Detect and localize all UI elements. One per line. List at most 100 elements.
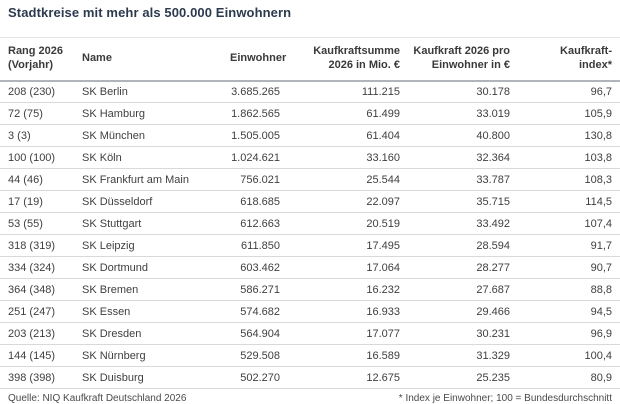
table-row: 203 (213) SK Dresden 564.904 17.077 30.231 96… bbox=[0, 322, 620, 346]
cell-name: SK Dresden bbox=[78, 322, 226, 346]
cell-kaufkraftsumme: 22.097 bbox=[284, 190, 404, 214]
table-footer: Quelle: NIQ Kaufkraft Deutschland 2026 *… bbox=[0, 389, 620, 404]
cell-kaufkraft-pro-einwohner: 25.235 bbox=[404, 366, 514, 390]
cell-kaufkraftindex: 88,8 bbox=[514, 278, 620, 302]
table-row: 318 (319) SK Leipzig 611.850 17.495 28.594 91… bbox=[0, 234, 620, 258]
cell-kaufkraft-pro-einwohner: 28.277 bbox=[404, 256, 514, 280]
cell-name: SK Hamburg bbox=[78, 102, 226, 126]
cell-einwohner: 586.271 bbox=[226, 278, 284, 302]
column-header-index: Kaufkraft- index* bbox=[514, 36, 620, 82]
cell-rang: 144 (145) bbox=[0, 344, 78, 368]
cell-kaufkraftindex: 108,3 bbox=[514, 168, 620, 192]
table-header: Rang 2026 (Vorjahr) Name Einwohner Kaufk… bbox=[0, 36, 620, 82]
cell-kaufkraft-pro-einwohner: 33.019 bbox=[404, 102, 514, 126]
column-header-einwohner: Einwohner bbox=[226, 36, 286, 82]
cell-kaufkraftindex: 103,8 bbox=[514, 146, 620, 170]
cell-rang: 100 (100) bbox=[0, 146, 78, 170]
cell-kaufkraftindex: 114,5 bbox=[514, 190, 620, 214]
cell-einwohner: 612.663 bbox=[226, 212, 284, 236]
cell-kaufkraftindex: 94,5 bbox=[514, 300, 620, 324]
cell-kaufkraftsumme: 17.064 bbox=[284, 256, 404, 280]
cell-kaufkraftsumme: 12.675 bbox=[284, 366, 404, 390]
cell-einwohner: 1.505.005 bbox=[226, 124, 284, 148]
cell-kaufkraftindex: 96,9 bbox=[514, 322, 620, 346]
cell-kaufkraft-pro-einwohner: 29.466 bbox=[404, 300, 514, 324]
source-note: Quelle: NIQ Kaufkraft Deutschland 2026 bbox=[8, 393, 187, 404]
cell-kaufkraft-pro-einwohner: 33.492 bbox=[404, 212, 514, 236]
cell-einwohner: 502.270 bbox=[226, 366, 284, 390]
cell-name: SK Leipzig bbox=[78, 234, 226, 258]
cell-kaufkraftsumme: 17.495 bbox=[284, 234, 404, 258]
cell-einwohner: 611.850 bbox=[226, 234, 284, 258]
cell-name: SK Berlin bbox=[78, 80, 226, 104]
table-row: 398 (398) SK Duisburg 502.270 12.675 25.235 8… bbox=[0, 366, 620, 390]
table-row: 44 (46) SK Frankfurt am Main 756.021 25.544… bbox=[0, 168, 620, 192]
table-row: 251 (247) SK Essen 574.682 16.933 29.466 94,5 bbox=[0, 300, 620, 324]
table-body: 208 (230) SK Berlin 3.685.265 111.215 30.178… bbox=[0, 80, 620, 390]
table-header-row: Rang 2026 (Vorjahr) Name Einwohner Kaufk… bbox=[0, 36, 620, 82]
cell-rang: 203 (213) bbox=[0, 322, 78, 346]
cell-kaufkraft-pro-einwohner: 31.329 bbox=[404, 344, 514, 368]
cell-kaufkraft-pro-einwohner: 28.594 bbox=[404, 234, 514, 258]
cell-kaufkraft-pro-einwohner: 35.715 bbox=[404, 190, 514, 214]
cell-kaufkraftindex: 90,7 bbox=[514, 256, 620, 280]
cell-einwohner: 529.508 bbox=[226, 344, 284, 368]
cell-name: SK Essen bbox=[78, 300, 226, 324]
cell-kaufkraftsumme: 33.160 bbox=[284, 146, 404, 170]
cell-name: SK Köln bbox=[78, 146, 226, 170]
table-row: 100 (100) SK Köln 1.024.621 33.160 32.364 103… bbox=[0, 146, 620, 170]
column-header-rang: Rang 2026 (Vorjahr) bbox=[0, 36, 78, 82]
cell-rang: 398 (398) bbox=[0, 366, 78, 390]
column-header-name: Name bbox=[78, 36, 226, 82]
cell-kaufkraft-pro-einwohner: 32.364 bbox=[404, 146, 514, 170]
cell-name: SK Nürnberg bbox=[78, 344, 226, 368]
cell-kaufkraftindex: 107,4 bbox=[514, 212, 620, 236]
cell-kaufkraft-pro-einwohner: 40.800 bbox=[404, 124, 514, 148]
table-row: 208 (230) SK Berlin 3.685.265 111.215 30.178… bbox=[0, 80, 620, 104]
cell-rang: 208 (230) bbox=[0, 80, 78, 104]
cell-einwohner: 1.862.565 bbox=[226, 102, 284, 126]
cell-kaufkraftindex: 80,9 bbox=[514, 366, 620, 390]
cell-kaufkraftindex: 100,4 bbox=[514, 344, 620, 368]
cell-name: SK München bbox=[78, 124, 226, 148]
table-row: 72 (75) SK Hamburg 1.862.565 61.499 33.019 10… bbox=[0, 102, 620, 126]
table-row: 17 (19) SK Düsseldorf 618.685 22.097 35.715 1… bbox=[0, 190, 620, 214]
cell-einwohner: 756.021 bbox=[226, 168, 284, 192]
cell-einwohner: 3.685.265 bbox=[226, 80, 284, 104]
cell-kaufkraftindex: 130,8 bbox=[514, 124, 620, 148]
index-explanation-note: * Index je Einwohner; 100 = Bundesdurchs… bbox=[398, 393, 612, 404]
cell-rang: 72 (75) bbox=[0, 102, 78, 126]
cell-rang: 17 (19) bbox=[0, 190, 78, 214]
cell-kaufkraft-pro-einwohner: 30.178 bbox=[404, 80, 514, 104]
cell-rang: 334 (324) bbox=[0, 256, 78, 280]
cell-kaufkraftindex: 91,7 bbox=[514, 234, 620, 258]
table-row: 3 (3) SK München 1.505.005 61.404 40.800 130,… bbox=[0, 124, 620, 148]
cell-kaufkraftindex: 96,7 bbox=[514, 80, 620, 104]
cell-rang: 44 (46) bbox=[0, 168, 78, 192]
cell-name: SK Duisburg bbox=[78, 366, 226, 390]
cell-kaufkraftsumme: 20.519 bbox=[284, 212, 404, 236]
cell-name: SK Frankfurt am Main bbox=[78, 168, 226, 192]
column-header-kaufkraftsumme: Kaufkraftsumme 2026 in Mio. € bbox=[284, 36, 404, 82]
cell-name: SK Stuttgart bbox=[78, 212, 226, 236]
cell-kaufkraft-pro-einwohner: 27.687 bbox=[404, 278, 514, 302]
cell-kaufkraftsumme: 17.077 bbox=[284, 322, 404, 346]
cell-einwohner: 564.904 bbox=[226, 322, 284, 346]
table-row: 364 (348) SK Bremen 586.271 16.232 27.687 88,… bbox=[0, 278, 620, 302]
cell-kaufkraft-pro-einwohner: 33.787 bbox=[404, 168, 514, 192]
cell-rang: 364 (348) bbox=[0, 278, 78, 302]
cell-kaufkraftsumme: 16.232 bbox=[284, 278, 404, 302]
cell-rang: 318 (319) bbox=[0, 234, 78, 258]
cell-kaufkraftindex: 105,9 bbox=[514, 102, 620, 126]
cell-kaufkraftsumme: 61.404 bbox=[284, 124, 404, 148]
cell-einwohner: 603.462 bbox=[226, 256, 284, 280]
cell-rang: 53 (55) bbox=[0, 212, 78, 236]
kaufkraft-table: Rang 2026 (Vorjahr) Name Einwohner Kaufk… bbox=[0, 36, 620, 390]
cell-einwohner: 618.685 bbox=[226, 190, 284, 214]
cell-rang: 251 (247) bbox=[0, 300, 78, 324]
table-row: 53 (55) SK Stuttgart 612.663 20.519 33.492 10… bbox=[0, 212, 620, 236]
column-header-pro-einwohner: Kaufkraft 2026 pro Einwohner in € bbox=[404, 36, 514, 82]
table-row: 144 (145) SK Nürnberg 529.508 16.589 31.329 1… bbox=[0, 344, 620, 368]
cell-kaufkraftsumme: 111.215 bbox=[284, 80, 404, 104]
